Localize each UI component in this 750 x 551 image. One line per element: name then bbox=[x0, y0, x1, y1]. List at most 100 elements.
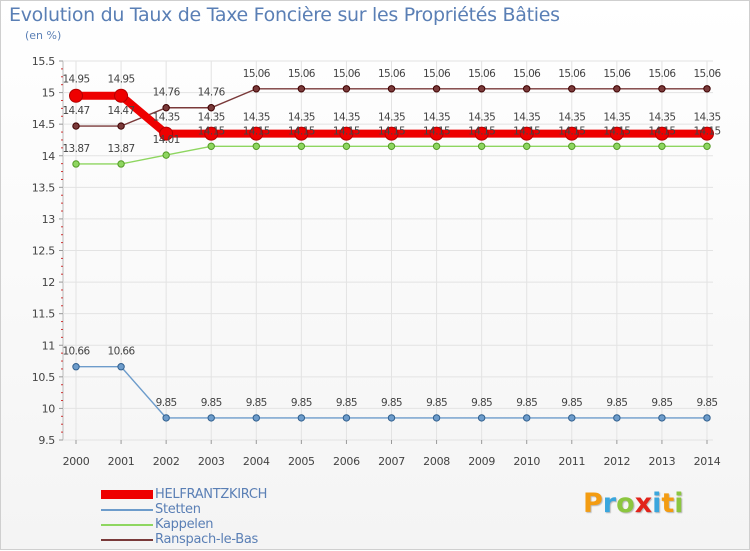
data-label: 14.35 bbox=[513, 112, 540, 124]
data-label: 9.85 bbox=[561, 397, 582, 409]
data-label: 9.85 bbox=[516, 397, 537, 409]
data-point bbox=[432, 414, 441, 422]
logo-letter: o bbox=[616, 488, 635, 519]
data-point bbox=[519, 126, 534, 141]
data-label: 10.66 bbox=[108, 346, 136, 358]
x-tick-label: 2013 bbox=[649, 455, 676, 468]
data-label: 14.15 bbox=[558, 125, 585, 137]
data-label: 14.15 bbox=[198, 125, 225, 137]
y-tick-label: 15.5 bbox=[32, 55, 56, 68]
data-point bbox=[252, 85, 260, 93]
unit-label: (en %) bbox=[25, 29, 62, 42]
data-label: 9.85 bbox=[291, 397, 312, 409]
data-label: 13.87 bbox=[62, 143, 89, 155]
data-point bbox=[568, 414, 576, 422]
data-point bbox=[294, 126, 309, 141]
y-tick-label: 14 bbox=[42, 150, 56, 163]
data-label: 14.35 bbox=[378, 112, 405, 124]
data-point bbox=[432, 142, 441, 150]
data-label: 15.06 bbox=[648, 68, 676, 80]
data-label: 14.15 bbox=[603, 125, 630, 137]
logo-letter: i bbox=[674, 488, 684, 519]
data-label: 9.85 bbox=[201, 397, 222, 409]
logo-letter: P bbox=[583, 488, 603, 519]
x-tick-label: 2009 bbox=[468, 455, 495, 468]
data-label: 14.35 bbox=[423, 112, 450, 124]
data-label: 9.85 bbox=[336, 397, 357, 409]
data-point bbox=[654, 126, 669, 141]
x-tick-label: 2008 bbox=[423, 455, 450, 468]
logo-letter: r bbox=[602, 488, 617, 519]
data-point bbox=[523, 85, 531, 93]
data-label: 14.15 bbox=[333, 125, 360, 137]
data-point bbox=[474, 126, 489, 141]
data-label: 9.85 bbox=[651, 397, 672, 409]
data-point bbox=[568, 85, 576, 93]
data-point bbox=[117, 160, 125, 168]
data-label: 14.95 bbox=[62, 74, 89, 86]
data-point bbox=[477, 142, 486, 150]
legend-label: Ranspach-le-Bas bbox=[155, 532, 259, 547]
data-point bbox=[297, 85, 306, 93]
data-label: 14.95 bbox=[108, 74, 135, 86]
data-label: 14.15 bbox=[378, 125, 405, 137]
y-tick-label: 11 bbox=[42, 339, 55, 352]
data-label: 14.15 bbox=[648, 125, 675, 137]
data-label: 14.47 bbox=[62, 105, 89, 117]
data-point bbox=[342, 142, 351, 150]
legend-swatch bbox=[101, 523, 153, 526]
x-tick-label: 2002 bbox=[153, 455, 180, 468]
y-tick-label: 10.5 bbox=[32, 371, 56, 384]
y-tick-label: 12 bbox=[42, 276, 55, 289]
data-point bbox=[613, 142, 621, 150]
data-label: 14.47 bbox=[108, 105, 135, 117]
data-label: 14.15 bbox=[243, 125, 270, 137]
data-point bbox=[72, 363, 80, 371]
y-tick-label: 13.5 bbox=[32, 181, 56, 194]
data-point bbox=[342, 85, 351, 93]
series-kappelen bbox=[72, 142, 711, 168]
labels-ranspach-le-bas: 14.47 14.47 14.76 14.76 15.06 15.06 15.06 15.06… bbox=[62, 68, 722, 117]
data-label: 14.15 bbox=[513, 125, 540, 137]
x-tick-label: 2001 bbox=[108, 455, 135, 468]
data-label: 13.87 bbox=[108, 143, 135, 155]
data-point bbox=[207, 142, 215, 150]
data-point bbox=[339, 126, 354, 141]
y-tick-label: 12.5 bbox=[32, 245, 56, 258]
legend-label: Kappelen bbox=[155, 517, 214, 532]
series-ranspach-le-bas bbox=[72, 85, 711, 130]
x-tick-label: 2005 bbox=[288, 455, 315, 468]
data-label: 14.35 bbox=[648, 112, 675, 124]
series-stetten bbox=[72, 363, 711, 422]
labels-stetten: 10.66 10.66 9.85 9.85 9.85 9.85 9.85 9.85 9.85 9.… bbox=[62, 346, 718, 409]
data-label: 14.15 bbox=[693, 125, 720, 137]
data-point bbox=[204, 126, 219, 141]
data-point bbox=[252, 414, 260, 422]
data-label: 9.85 bbox=[697, 397, 718, 409]
labels-helfrantzkirch: 14.95 14.95 14.35 14.35 14.35 14.35 14.35 14.35… bbox=[62, 74, 721, 124]
data-point bbox=[703, 85, 711, 93]
data-point bbox=[207, 414, 215, 422]
legend-label: Stetten bbox=[155, 502, 201, 517]
data-point bbox=[252, 142, 260, 150]
data-label: 15.06 bbox=[333, 68, 361, 80]
chart-title: Evolution du Taux de Taxe Foncière sur l… bbox=[9, 4, 560, 26]
x-tick-label: 2004 bbox=[243, 455, 270, 468]
data-point bbox=[162, 151, 170, 159]
data-label: 9.85 bbox=[606, 397, 627, 409]
data-point bbox=[703, 414, 711, 422]
data-point bbox=[114, 88, 129, 103]
data-label: 15.06 bbox=[468, 68, 496, 80]
y-tick-label: 13 bbox=[42, 213, 56, 226]
data-point bbox=[564, 126, 579, 141]
data-label: 10.66 bbox=[62, 346, 90, 358]
data-point bbox=[568, 142, 576, 150]
x-tick-label: 2010 bbox=[513, 455, 540, 468]
x-tick-label: 2011 bbox=[558, 455, 585, 468]
data-point bbox=[609, 126, 624, 141]
data-label: 15.06 bbox=[513, 68, 541, 80]
data-point bbox=[162, 414, 170, 422]
y-tick-label: 10 bbox=[42, 402, 56, 415]
data-label: 15.06 bbox=[243, 68, 271, 80]
data-label: 9.85 bbox=[246, 397, 267, 409]
